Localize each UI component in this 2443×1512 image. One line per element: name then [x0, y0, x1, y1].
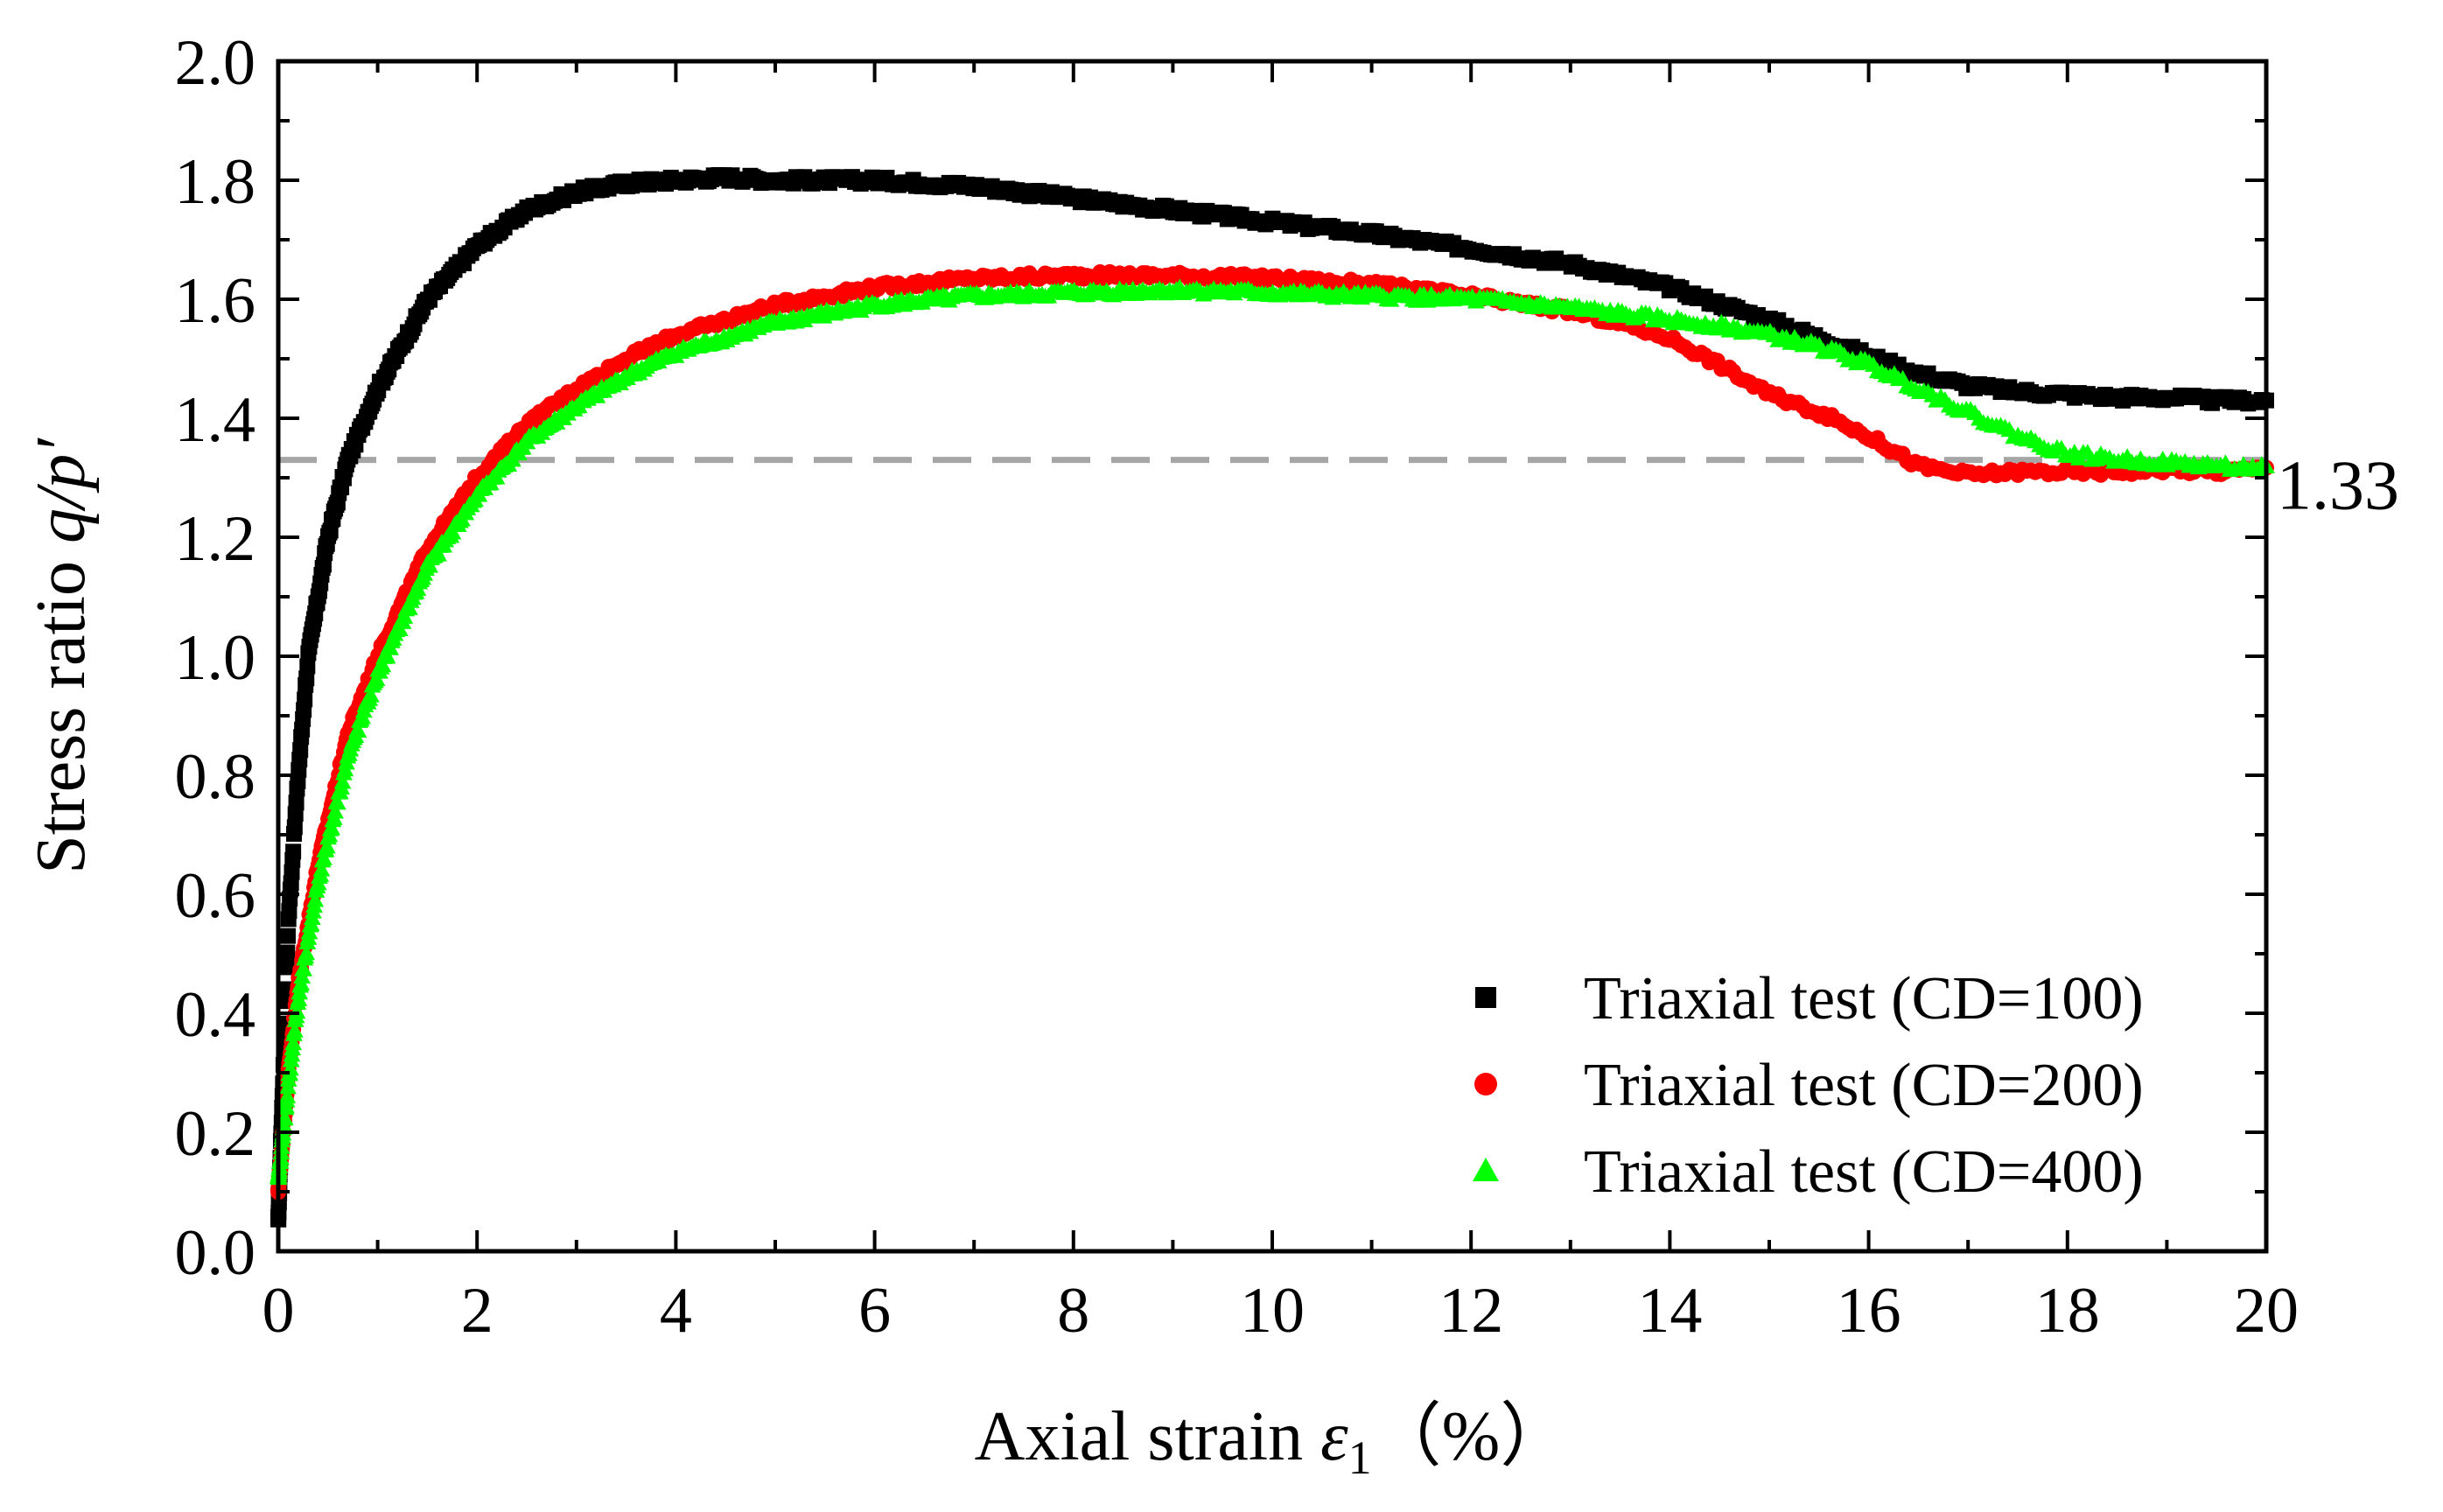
y-tick-label: 1.2 [175, 503, 256, 575]
data-point [298, 670, 315, 687]
data-point [297, 691, 313, 708]
legend-marker-triangle [1473, 1158, 1499, 1181]
data-point [361, 686, 380, 703]
x-axis-title: Axial strain ε1（%） [975, 1398, 1571, 1484]
ticks-layer [276, 60, 2268, 1253]
data-point [349, 721, 368, 738]
legend-marker-square [1475, 987, 1496, 1008]
data-point [328, 794, 346, 810]
y-tick-label: 0.4 [175, 979, 256, 1051]
data-point [288, 794, 304, 811]
data-point [378, 648, 396, 664]
y-tick-label: 0.6 [175, 860, 256, 932]
x-tick-label: 10 [1240, 1275, 1305, 1347]
data-point [278, 959, 295, 976]
y-axis-title: Stress ratio q/p′ [23, 438, 100, 874]
series-layer [270, 166, 2275, 1228]
data-point [323, 819, 340, 836]
legend-label-cd400: Triaxial test (CD=400) [1584, 1138, 2144, 1206]
data-point [333, 773, 352, 789]
x-tick-label: 6 [858, 1275, 891, 1347]
data-point [292, 742, 309, 759]
y-axis-title-symbol: q/p′ [23, 438, 100, 543]
data-point [276, 1109, 294, 1125]
tick-labels-layer: 0 2 4 6 8 10 12 14 16 18 20 0.0 0.2 0.4 0.6 0.8 1.0 1.2 1.… [175, 27, 2300, 1347]
legend-item-cd100: Triaxial test (CD=100) [1475, 965, 2144, 1032]
data-point [278, 1087, 297, 1103]
reference-line-label: 1.33 [2277, 448, 2399, 525]
x-tick-label: 18 [2035, 1275, 2100, 1347]
data-point [299, 658, 316, 675]
legend-item-cd200: Triaxial test (CD=200) [1474, 1052, 2144, 1119]
data-point [430, 545, 447, 562]
data-point [286, 819, 303, 836]
y-tick-label: 1.0 [175, 622, 256, 694]
x-tick-label: 4 [660, 1275, 692, 1347]
data-point [318, 837, 336, 854]
legend-label-cd100: Triaxial test (CD=100) [1584, 965, 2144, 1032]
x-tick-label: 14 [1637, 1275, 1702, 1347]
y-tick-label: 1.4 [175, 384, 256, 456]
data-point [279, 928, 296, 944]
legend: Triaxial test (CD=100) Triaxial test (CD… [1473, 965, 2144, 1206]
y-axis-title-prefix: Stress ratio [23, 543, 100, 874]
x-tick-label: 8 [1057, 1275, 1089, 1347]
x-axis-title-unit: （%） [1372, 1398, 1571, 1475]
x-tick-label: 2 [461, 1275, 494, 1347]
series-triangle-group [270, 278, 2275, 1186]
y-tick-label: 2.0 [175, 27, 256, 99]
data-point [284, 1034, 303, 1051]
data-point [374, 656, 392, 673]
data-point [285, 1021, 304, 1038]
x-axis-title-prefix: Axial strain [975, 1398, 1320, 1475]
data-point [281, 903, 298, 920]
x-axis-title-subscript: 1 [1348, 1432, 1372, 1484]
x-tick-label: 16 [1837, 1275, 1901, 1347]
data-point [285, 844, 302, 860]
legend-marker-circle [1474, 1073, 1497, 1096]
data-point [312, 860, 331, 877]
y-tick-label: 0.2 [175, 1098, 256, 1170]
data-point [284, 864, 300, 880]
y-tick-label: 0.8 [175, 741, 256, 813]
y-tick-label: 1.6 [175, 265, 256, 337]
y-tick-label: 1.8 [175, 146, 256, 218]
x-tick-label: 12 [1438, 1275, 1503, 1347]
legend-label-cd200: Triaxial test (CD=200) [1584, 1052, 2144, 1119]
data-point [326, 802, 344, 819]
x-axis-title-symbol: ε [1320, 1398, 1348, 1475]
data-point [298, 944, 316, 961]
x-tick-label: 20 [2234, 1275, 2299, 1347]
y-tick-label: 0.0 [175, 1217, 256, 1289]
legend-item-cd400: Triaxial test (CD=400) [1473, 1138, 2144, 1206]
x-tick-label: 0 [262, 1275, 295, 1347]
data-point [306, 891, 325, 907]
data-point [295, 960, 313, 976]
